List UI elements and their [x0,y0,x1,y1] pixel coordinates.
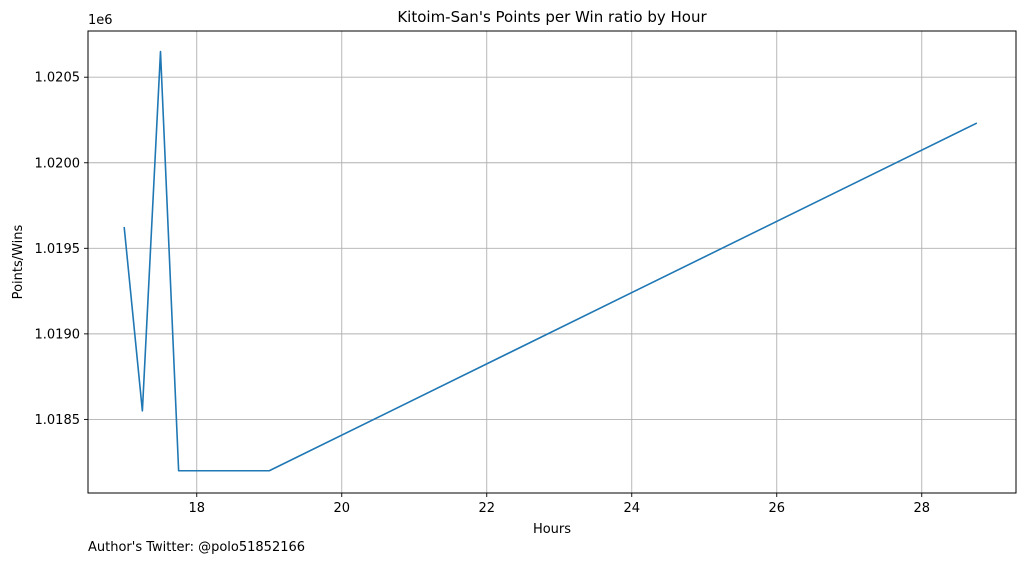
y-tick-label: 1.0200 [35,156,81,171]
series-line [123,50,978,472]
y-axis-label: Points/Wins [11,224,26,299]
footnote-author-twitter: Author's Twitter: @polo51852166 [88,540,305,555]
grid-lines [88,31,1016,493]
y-tick-label: 1.0195 [35,242,81,257]
plot-frame [87,30,1017,494]
y-offset-label: 1e6 [88,13,113,28]
x-tick-label: 26 [768,501,785,516]
x-tick-label: 24 [623,501,640,516]
chart-title: Kitoim-San's Points per Win ratio by Hou… [397,8,707,26]
x-tick-label: 22 [478,501,495,516]
y-tick-label: 1.0185 [35,413,81,428]
x-tick-label: 20 [333,501,350,516]
y-tick-label: 1.0190 [35,327,81,342]
x-tick-label: 18 [188,501,205,516]
x-axis-label: Hours [533,522,571,537]
y-tick-label: 1.0205 [35,71,81,86]
axis-ticks: 18 20 22 24 26 28 1.0185 1.0190 1.0195 1.0200 1.02… [35,71,931,516]
x-tick-label: 28 [913,501,930,516]
series-lines [123,50,978,472]
